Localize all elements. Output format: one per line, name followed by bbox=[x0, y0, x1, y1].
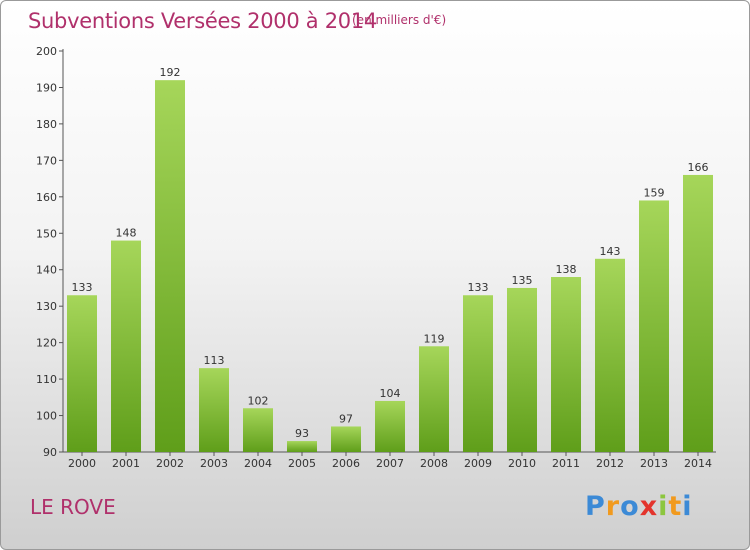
bar-2007 bbox=[375, 400, 405, 452]
x-tick-label: 2014 bbox=[684, 457, 712, 470]
bar-value-label: 159 bbox=[644, 186, 665, 199]
y-tick-label: 120 bbox=[36, 337, 57, 350]
bar-value-label: 192 bbox=[160, 66, 181, 79]
y-tick-label: 110 bbox=[36, 373, 57, 386]
bar-value-label: 133 bbox=[72, 281, 93, 294]
bar-value-label: 148 bbox=[116, 227, 137, 240]
x-tick-label: 2009 bbox=[464, 457, 492, 470]
chart-labels: 90 100 110 120 130 140 150 160 170 180 190 200 133 20… bbox=[36, 45, 712, 470]
bar-2004 bbox=[243, 408, 273, 452]
bar-value-label: 93 bbox=[295, 427, 309, 440]
y-tick-label: 180 bbox=[36, 118, 57, 131]
bar-2002 bbox=[155, 80, 185, 452]
y-tick-label: 190 bbox=[36, 81, 57, 94]
y-tick-label: 200 bbox=[36, 45, 57, 58]
y-tick-label: 90 bbox=[43, 446, 57, 459]
x-tick-label: 2001 bbox=[112, 457, 140, 470]
x-tick-label: 2007 bbox=[376, 457, 404, 470]
x-tick-label: 2006 bbox=[332, 457, 360, 470]
bar-value-label: 102 bbox=[248, 394, 269, 407]
y-tick-label: 140 bbox=[36, 264, 57, 277]
bar-2010 bbox=[507, 287, 537, 452]
x-tick-label: 2013 bbox=[640, 457, 668, 470]
bar-value-label: 138 bbox=[556, 263, 577, 276]
chart-bars bbox=[67, 80, 713, 453]
bar-2012 bbox=[595, 258, 625, 452]
bar-2009 bbox=[463, 295, 493, 452]
bar-2001 bbox=[111, 240, 141, 452]
brand-logo: Proxiti bbox=[585, 491, 693, 522]
x-tick-label: 2003 bbox=[200, 457, 228, 470]
x-tick-label: 2005 bbox=[288, 457, 316, 470]
bar-2008 bbox=[419, 346, 449, 452]
bar-value-label: 135 bbox=[512, 274, 533, 287]
y-tick-label: 100 bbox=[36, 410, 57, 423]
x-tick-label: 2000 bbox=[68, 457, 96, 470]
bar-2013 bbox=[639, 200, 669, 452]
x-tick-label: 2008 bbox=[420, 457, 448, 470]
x-tick-label: 2011 bbox=[552, 457, 580, 470]
chart-subtitle: (en milliers d'€) bbox=[352, 13, 447, 27]
bar-2000 bbox=[67, 295, 97, 452]
y-tick-label: 150 bbox=[36, 227, 57, 240]
bar-2006 bbox=[331, 426, 361, 452]
bar-value-label: 97 bbox=[339, 412, 353, 425]
y-tick-label: 130 bbox=[36, 300, 57, 313]
y-tick-label: 170 bbox=[36, 154, 57, 167]
bar-value-label: 133 bbox=[468, 281, 489, 294]
x-tick-label: 2004 bbox=[244, 457, 272, 470]
x-tick-label: 2012 bbox=[596, 457, 624, 470]
bar-value-label: 166 bbox=[688, 161, 709, 174]
bar-2005 bbox=[287, 441, 317, 452]
bar-value-label: 119 bbox=[424, 332, 445, 345]
commune-name: LE ROVE bbox=[30, 495, 116, 519]
bar-2003 bbox=[199, 368, 229, 452]
bar-2011 bbox=[551, 277, 581, 452]
chart-title: Subventions Versées 2000 à 2014 bbox=[28, 9, 377, 33]
x-tick-label: 2010 bbox=[508, 457, 536, 470]
bar-value-label: 104 bbox=[380, 387, 401, 400]
x-tick-label: 2002 bbox=[156, 457, 184, 470]
bar-value-label: 113 bbox=[204, 354, 225, 367]
y-tick-label: 160 bbox=[36, 191, 57, 204]
bar-value-label: 143 bbox=[600, 245, 621, 258]
bar-2014 bbox=[683, 174, 713, 453]
